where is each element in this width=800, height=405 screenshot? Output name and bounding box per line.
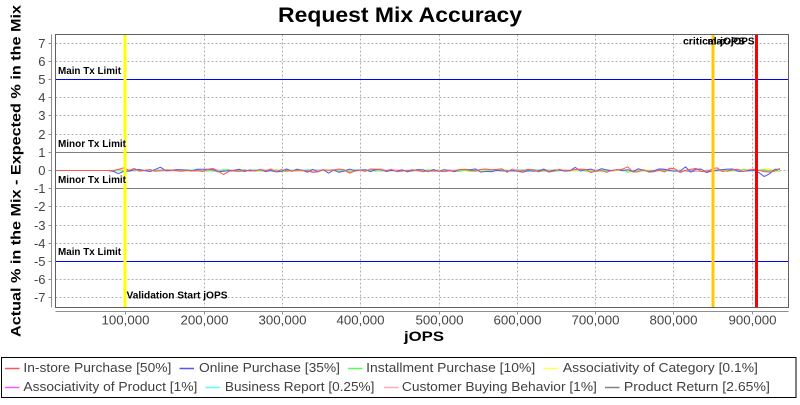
svg-text:max-jOPS: max-jOPS [708,36,755,48]
svg-text:6: 6 [38,54,45,69]
svg-text:Online Purchase [35%]: Online Purchase [35%] [199,360,340,375]
svg-text:400,000: 400,000 [337,313,385,328]
svg-text:5: 5 [38,72,45,87]
svg-text:-3: -3 [34,218,46,233]
svg-text:0: 0 [38,163,45,178]
svg-text:300,000: 300,000 [259,313,307,328]
svg-text:100,000: 100,000 [102,313,150,328]
svg-text:2: 2 [38,127,45,142]
svg-text:900,000: 900,000 [729,313,777,328]
svg-text:-6: -6 [34,272,46,287]
svg-text:Minor Tx Limit: Minor Tx Limit [58,174,126,186]
svg-text:critical-jOPS: critical-jOPS [683,36,745,48]
svg-text:Customer Buying Behavior [1%]: Customer Buying Behavior [1%] [402,379,597,394]
svg-text:In-store Purchase [50%]: In-store Purchase [50%] [23,360,171,375]
svg-text:7: 7 [38,36,45,51]
svg-text:Main Tx Limit: Main Tx Limit [58,65,121,77]
svg-text:-4: -4 [34,236,46,251]
svg-text:Associativity of Category [0.1: Associativity of Category [0.1%] [563,360,758,375]
svg-text:800,000: 800,000 [650,313,698,328]
svg-text:Business Report [0.25%]: Business Report [0.25%] [225,379,375,394]
svg-text:200,000: 200,000 [181,313,229,328]
svg-text:4: 4 [38,90,45,105]
svg-text:-5: -5 [34,254,46,269]
svg-text:-7: -7 [34,290,46,305]
svg-text:700,000: 700,000 [572,313,620,328]
svg-text:1: 1 [38,145,45,160]
svg-text:500,000: 500,000 [416,313,464,328]
svg-text:jOPS: jOPS [403,328,444,344]
svg-text:Minor Tx Limit: Minor Tx Limit [58,138,126,150]
svg-text:Installment Purchase [10%]: Installment Purchase [10%] [366,360,535,375]
svg-text:Product Return [2.65%]: Product Return [2.65%] [624,379,770,394]
svg-text:Main Tx Limit: Main Tx Limit [58,246,121,258]
svg-text:Actual % in the Mix - Expected: Actual % in the Mix - Expected % in the … [8,5,24,337]
svg-text:-2: -2 [34,199,46,214]
svg-text:Associativity of Product [1%]: Associativity of Product [1%] [23,379,197,394]
svg-text:Request Mix Accuracy: Request Mix Accuracy [278,4,522,27]
svg-text:600,000: 600,000 [494,313,542,328]
svg-text:3: 3 [38,108,45,123]
svg-text:-1: -1 [34,181,46,196]
svg-text:Validation Start jOPS: Validation Start jOPS [127,290,228,302]
